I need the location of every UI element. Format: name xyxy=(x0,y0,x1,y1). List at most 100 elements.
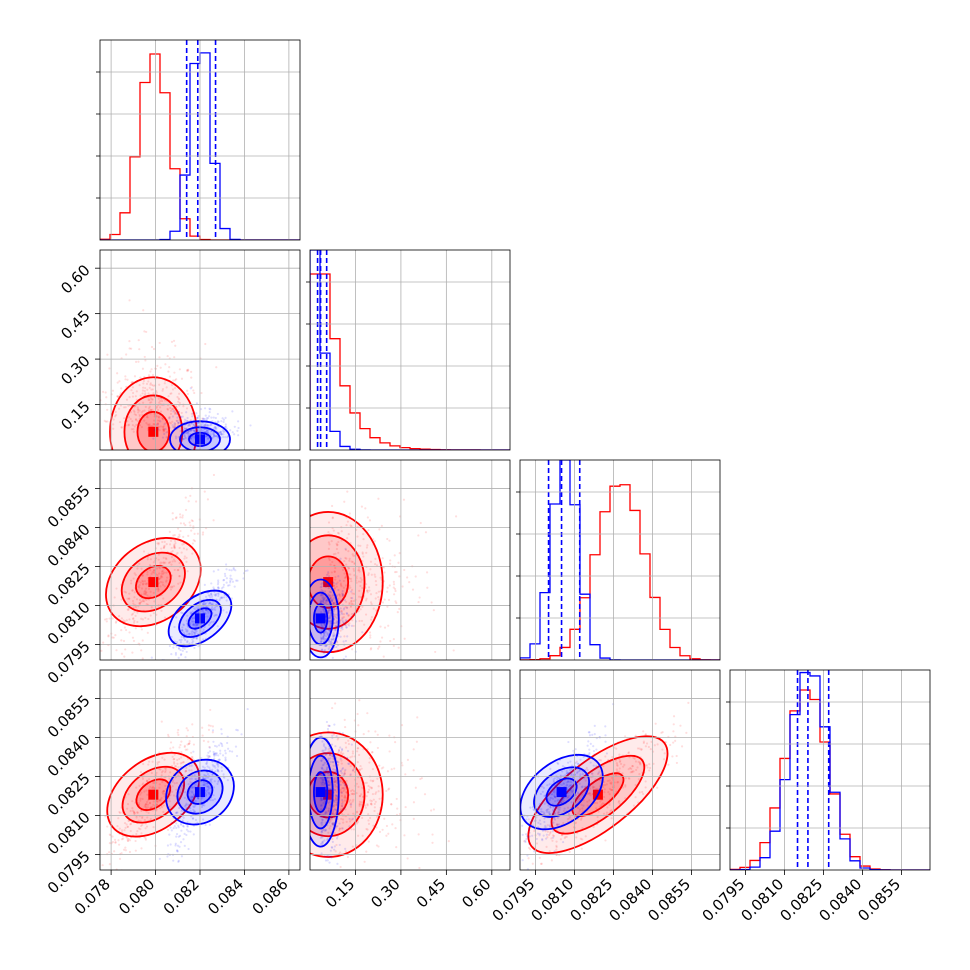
marginal-panel-3 xyxy=(730,670,930,870)
scatter-point xyxy=(165,580,168,583)
scatter-point xyxy=(140,411,143,414)
scatter-point xyxy=(217,587,220,590)
scatter-point xyxy=(222,578,226,582)
scatter-point xyxy=(188,429,191,433)
scatter-point xyxy=(160,796,163,800)
scatter-point xyxy=(133,572,136,575)
scatter-point xyxy=(552,834,555,837)
scatter-point xyxy=(529,848,532,851)
scatter-point xyxy=(344,725,347,729)
scatter-point xyxy=(348,603,351,606)
scatter-point xyxy=(217,744,221,747)
scatter-point xyxy=(352,569,356,572)
scatter-point xyxy=(557,811,560,814)
scatter-point xyxy=(132,811,136,814)
scatter-point xyxy=(396,611,399,614)
scatter-point xyxy=(576,806,580,809)
scatter-point xyxy=(152,569,156,572)
scatter-point xyxy=(551,793,554,796)
scatter-point xyxy=(206,772,210,776)
scatter-point xyxy=(182,547,186,550)
scatter-point xyxy=(202,424,206,427)
scatter-point xyxy=(101,677,103,679)
scatter-point xyxy=(195,606,198,609)
scatter-point xyxy=(205,428,209,432)
scatter-point xyxy=(323,761,326,764)
scatter-point xyxy=(236,729,239,732)
scatter-point xyxy=(174,765,177,768)
scatter-point xyxy=(206,437,209,440)
scatter-point xyxy=(209,708,212,712)
scatter-point xyxy=(185,368,189,372)
scatter-point xyxy=(323,751,326,755)
scatter-point xyxy=(140,567,143,570)
scatter-point xyxy=(344,600,348,603)
scatter-point xyxy=(185,828,189,831)
scatter-point xyxy=(168,833,171,836)
scatter-point xyxy=(334,796,337,799)
scatter-point xyxy=(193,646,196,650)
scatter-point xyxy=(322,743,326,746)
scatter-point xyxy=(332,601,335,605)
scatter-point xyxy=(203,490,206,493)
scatter-point xyxy=(344,548,348,551)
scatter-point xyxy=(113,596,116,599)
scatter-point xyxy=(169,843,172,846)
scatter-point xyxy=(566,772,569,775)
scatter-point xyxy=(324,810,327,813)
scatter-point xyxy=(186,431,189,434)
scatter-point xyxy=(171,408,174,411)
scatter-point xyxy=(160,670,162,672)
scatter-point xyxy=(196,797,200,800)
scatter-point xyxy=(550,793,553,796)
scatter-point xyxy=(351,845,354,848)
scatter-point xyxy=(325,644,328,647)
scatter-point xyxy=(591,785,595,788)
scatter-point xyxy=(322,763,325,766)
scatter-point xyxy=(646,766,649,769)
scatter-point xyxy=(173,545,176,548)
scatter-point xyxy=(331,811,334,815)
scatter-point xyxy=(359,764,362,768)
scatter-point xyxy=(371,751,374,754)
scatter-point xyxy=(191,620,194,623)
scatter-point xyxy=(564,774,567,777)
scatter-point xyxy=(143,805,146,808)
scatter-panel-2-1 xyxy=(310,490,458,660)
scatter-point xyxy=(414,786,417,789)
scatter-point xyxy=(355,782,358,785)
scatter-point xyxy=(118,420,122,424)
scatter-point xyxy=(141,410,144,413)
scatter-point xyxy=(402,498,406,501)
scatter-point xyxy=(342,621,345,624)
y-tick-label: 0.60 xyxy=(57,261,93,297)
scatter-point xyxy=(190,764,193,767)
scatter-point xyxy=(321,781,325,784)
scatter-point xyxy=(148,423,151,426)
scatter-point xyxy=(176,395,179,399)
scatter-point xyxy=(332,761,335,764)
scatter-point xyxy=(569,760,572,763)
scatter-point xyxy=(148,802,151,805)
scatter-point xyxy=(209,724,212,727)
scatter-point xyxy=(225,581,228,584)
scatter-point xyxy=(145,382,149,385)
scatter-point xyxy=(339,624,342,627)
scatter-point xyxy=(343,635,346,638)
scatter-point xyxy=(159,575,163,578)
scatter-point xyxy=(181,612,184,615)
scatter-point xyxy=(113,850,116,853)
scatter-point xyxy=(193,607,196,610)
scatter-point xyxy=(153,419,156,422)
scatter-point xyxy=(350,600,353,603)
scatter-point xyxy=(618,753,621,756)
scatter-point xyxy=(207,594,210,597)
scatter-point xyxy=(327,628,330,632)
scatter-point xyxy=(549,832,552,835)
scatter-point xyxy=(386,605,389,608)
scatter-point xyxy=(616,770,619,773)
scatter-point xyxy=(336,862,339,865)
scatter-point xyxy=(551,812,554,816)
scatter-point xyxy=(660,731,663,734)
scatter-point xyxy=(357,569,360,572)
